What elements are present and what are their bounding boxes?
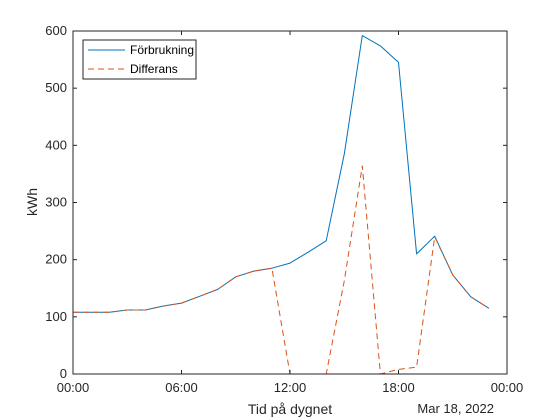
legend-label-series-2: Differans — [130, 62, 178, 76]
x-tick-label: 18:00 — [382, 380, 415, 395]
series-line-2 — [73, 165, 490, 375]
legend: Förbrukning Differans — [82, 39, 197, 80]
legend-label-series-1: Förbrukning — [130, 43, 194, 57]
y-tick-label: 600 — [45, 23, 67, 38]
ticks-layer: 00:00 06:00 12:00 18:00 00:00010020030040050… — [45, 23, 523, 395]
y-axis-label: kWh — [24, 188, 40, 216]
x-tick-label: 12:00 — [274, 380, 307, 395]
date-label: Mar 18, 2022 — [417, 401, 494, 416]
legend-box — [82, 39, 197, 80]
plot-area — [73, 31, 507, 374]
series-line-1 — [73, 35, 490, 313]
y-tick-label: 100 — [45, 309, 67, 324]
x-tick-label: 00:00 — [491, 380, 524, 395]
y-tick-label: 300 — [45, 195, 67, 210]
x-tick-label: 06:00 — [165, 380, 198, 395]
y-tick-label: 400 — [45, 137, 67, 152]
y-tick-label: 0 — [60, 366, 67, 381]
series-layer — [73, 35, 490, 375]
x-tick-label: 00:00 — [57, 380, 90, 395]
y-tick-label: 200 — [45, 252, 67, 267]
y-tick-label: 500 — [45, 80, 67, 95]
x-axis-label: Tid på dygnet — [248, 401, 332, 417]
